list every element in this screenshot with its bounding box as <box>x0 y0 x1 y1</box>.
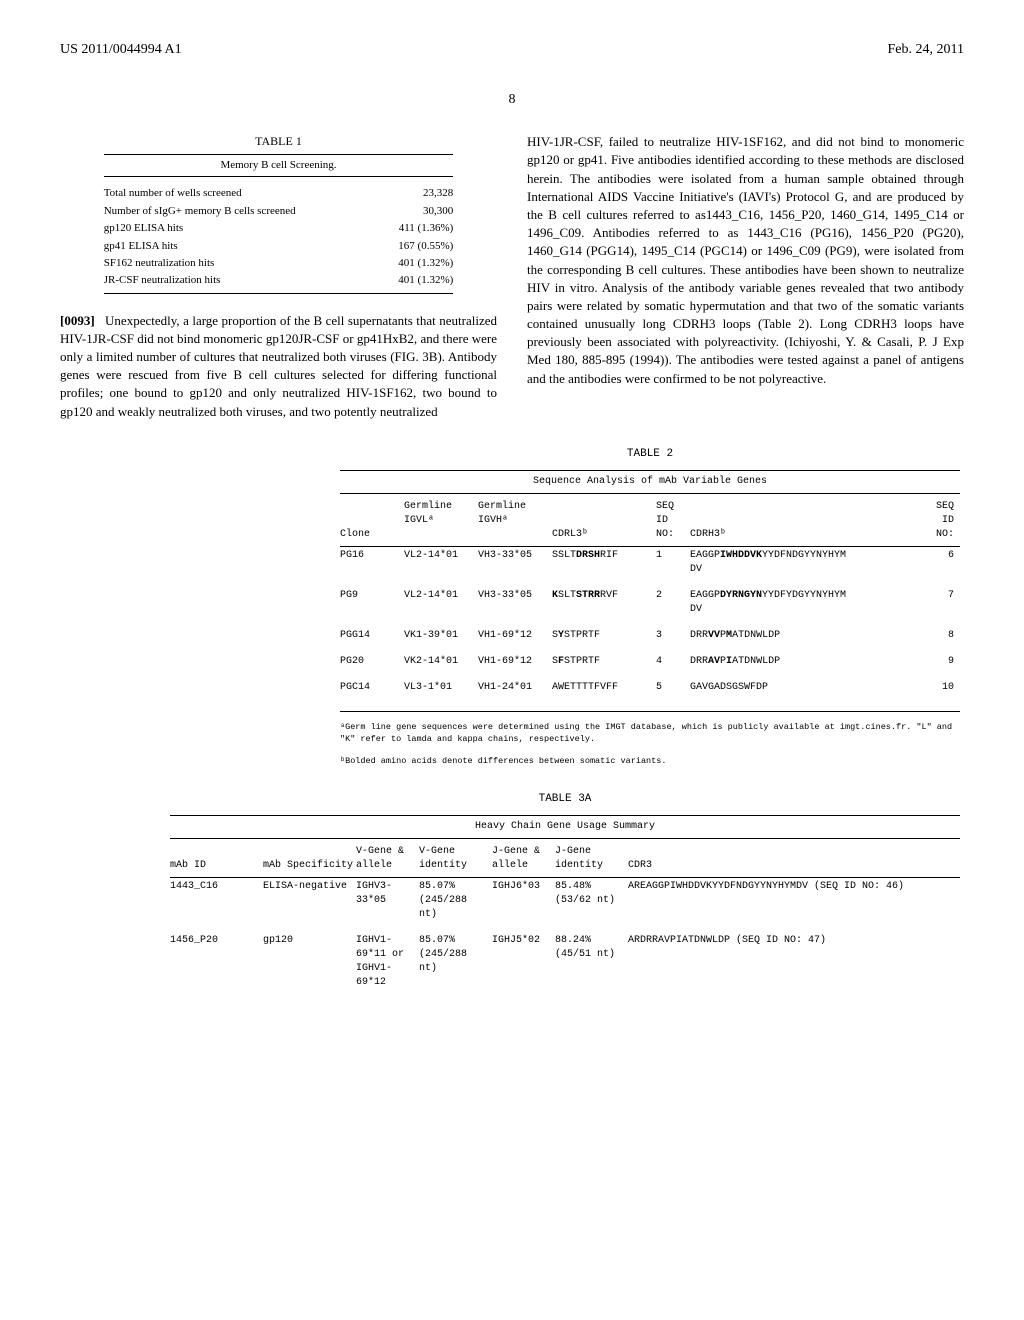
table2-footnote-a: ᵃGerm line gene sequences were determine… <box>340 722 960 746</box>
table-row: PG20 VK2-14*01 VH1-69*12 SFSTPRTF 4 DRRA… <box>340 653 960 671</box>
two-column-body: TABLE 1 Memory B cell Screening. Total n… <box>60 133 964 427</box>
table-1: TABLE 1 Memory B cell Screening. Total n… <box>104 133 454 294</box>
page-number: 8 <box>60 90 964 110</box>
table-2: TABLE 2 Sequence Analysis of mAb Variabl… <box>340 447 960 768</box>
table2-footnote-b: ᵇBolded amino acids denote differences b… <box>340 756 960 768</box>
table-row: PG16 VL2-14*01 VH3-33*05 SSLTDRSHRIF 1 E… <box>340 547 960 579</box>
paragraph-0093: [0093] Unexpectedly, a large proportion … <box>60 312 497 421</box>
paragraph-cont: HIV-1JR-CSF, failed to neutralize HIV-1S… <box>527 133 964 388</box>
table2-caption: TABLE 2 <box>340 447 960 462</box>
page-header: US 2011/0044994 A1 Feb. 24, 2011 <box>60 40 964 60</box>
table-row: SF162 neutralization hits401 (1.32%) <box>104 255 454 272</box>
table-row: gp120 ELISA hits411 (1.36%) <box>104 220 454 237</box>
table1-caption: TABLE 1 <box>104 133 454 150</box>
para-text: Unexpectedly, a large proportion of the … <box>60 313 497 419</box>
para-number: [0093] <box>60 313 95 328</box>
table2-header: Clone GermlineIGVLᵃ GermlineIGVHᵃ CDRL3ᵇ… <box>340 498 960 547</box>
table1-subcaption: Memory B cell Screening. <box>104 154 454 177</box>
table-row: JR-CSF neutralization hits401 (1.32%) <box>104 272 454 289</box>
table3a-caption: TABLE 3A <box>170 792 960 807</box>
table3a-header: mAb ID mAb Specificity V-Gene & allele V… <box>170 843 960 878</box>
table-3a: TABLE 3A Heavy Chain Gene Usage Summary … <box>170 792 960 992</box>
publication-date: Feb. 24, 2011 <box>888 40 964 60</box>
left-column: TABLE 1 Memory B cell Screening. Total n… <box>60 133 497 427</box>
table3a-subcaption: Heavy Chain Gene Usage Summary <box>170 815 960 839</box>
table-row: PGC14 VL3-1*01 VH1-24*01 AWETTTTFVFF 5 G… <box>340 679 960 697</box>
table-row: gp41 ELISA hits167 (0.55%) <box>104 238 454 255</box>
right-column: HIV-1JR-CSF, failed to neutralize HIV-1S… <box>527 133 964 427</box>
table-row: PGG14 VK1-39*01 VH1-69*12 SYSTPRTF 3 DRR… <box>340 627 960 645</box>
table-row: 1456_P20 gp120 IGHV1-69*11 or IGHV1-69*1… <box>170 932 960 992</box>
table-row: 1443_C16 ELISA-negative IGHV3-33*05 85.0… <box>170 878 960 924</box>
table2-subcaption: Sequence Analysis of mAb Variable Genes <box>340 470 960 494</box>
publication-number: US 2011/0044994 A1 <box>60 40 182 60</box>
table-row: Total number of wells screened23,328 <box>104 185 454 202</box>
table-row: Number of sIgG+ memory B cells screened3… <box>104 203 454 220</box>
table-row: PG9 VL2-14*01 VH3-33*05 KSLTSTRRRVF 2 EA… <box>340 587 960 619</box>
